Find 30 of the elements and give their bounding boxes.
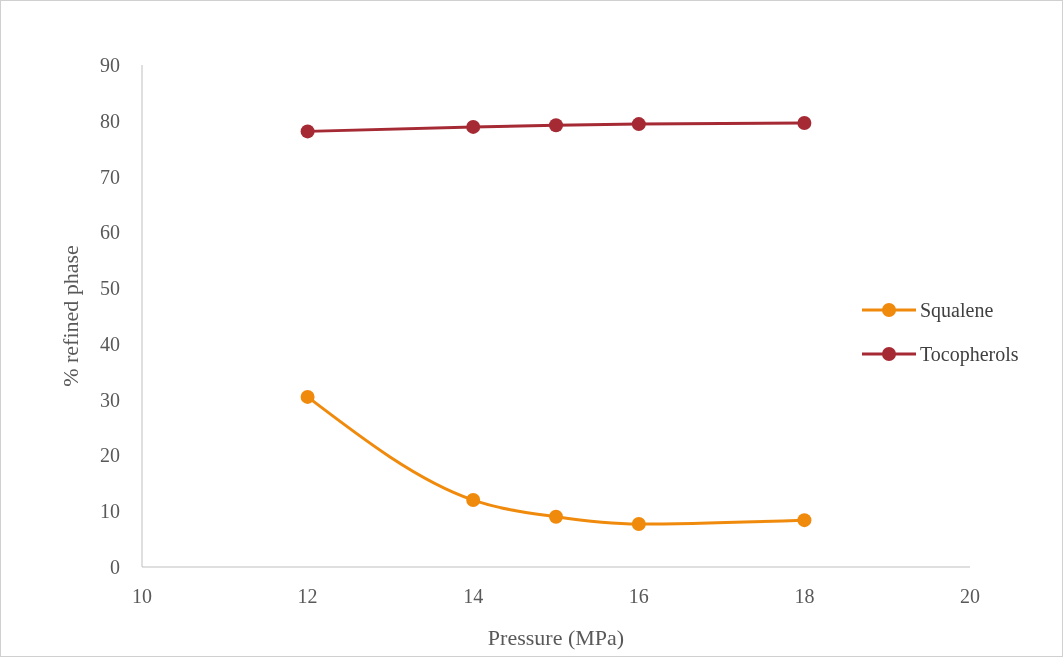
y-tick-label: 30 [100,388,120,411]
point [300,124,315,139]
x-axis-title: Pressure (MPa) [487,625,625,650]
y-tick-label: 90 [100,54,120,76]
point [549,118,563,133]
y-tick-label: 40 [100,332,120,355]
x-tick-label: 16 [628,585,649,607]
x-tick-label: 10 [132,585,152,607]
point [797,116,812,131]
x-tick-label: 18 [794,585,815,607]
point [549,509,563,524]
y-tick-label: 50 [100,277,120,300]
legend-label: Tocopherols [920,343,1019,366]
point [631,117,646,132]
point [466,119,481,134]
point [797,513,812,528]
legend-label: Squalene [920,299,994,322]
y-tick-label: 10 [100,500,120,523]
y-tick-label: 70 [100,165,120,188]
y-axis-title: % refined phase [58,245,83,387]
y-tick-label: 20 [100,444,120,467]
x-tick-label: 14 [463,585,484,607]
y-tick-label: 60 [100,221,120,244]
x-tick-label: 12 [297,585,318,607]
point [300,389,315,404]
y-tick-label: 0 [110,556,120,578]
x-tick-label: 20 [960,585,980,607]
point [631,517,646,532]
y-tick-label: 80 [100,109,120,132]
point [466,493,481,508]
